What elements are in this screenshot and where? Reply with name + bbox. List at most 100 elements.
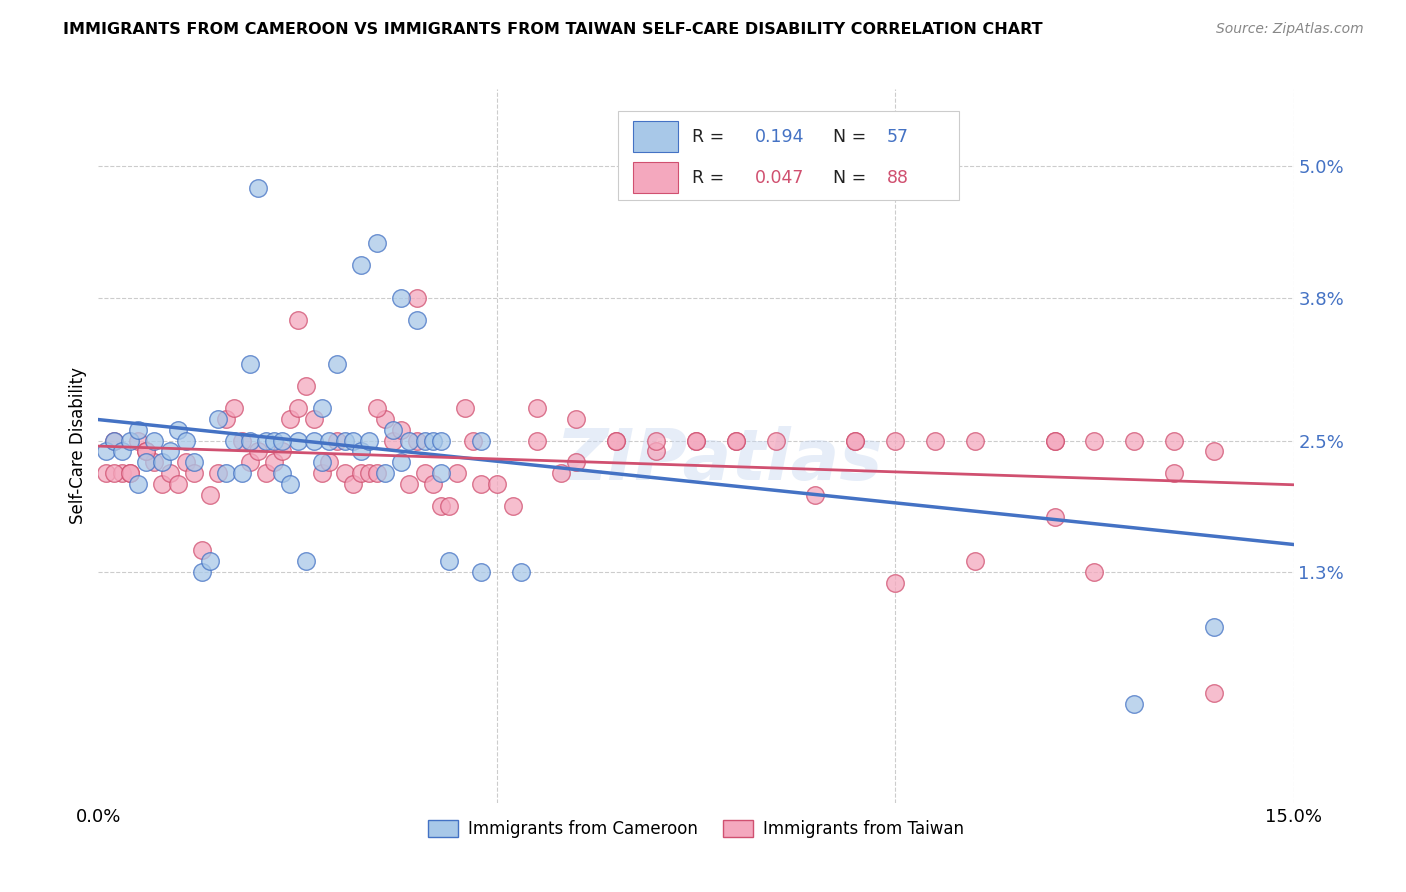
Point [263, 434, 285, 448]
Point [278, 477, 301, 491]
Point [437, 554, 460, 568]
Point [724, 434, 747, 448]
Point [174, 434, 197, 448]
Point [765, 159, 787, 173]
Point [406, 291, 429, 305]
Y-axis label: Self-Care Disability: Self-Care Disability [69, 368, 87, 524]
Point [231, 467, 253, 481]
Point [884, 434, 907, 448]
Point [1083, 566, 1105, 580]
Point [685, 434, 707, 448]
Point [183, 455, 205, 469]
Point [302, 411, 325, 425]
Point [318, 434, 340, 448]
Point [1043, 510, 1066, 524]
Point [239, 357, 262, 371]
Text: 0.194: 0.194 [755, 128, 804, 146]
Point [389, 291, 412, 305]
Point [605, 434, 627, 448]
Point [335, 434, 357, 448]
Point [127, 477, 149, 491]
Point [526, 401, 548, 415]
Point [724, 434, 747, 448]
Point [382, 423, 405, 437]
Point [215, 411, 238, 425]
Point [254, 434, 277, 448]
Point [645, 444, 668, 458]
Point [526, 434, 548, 448]
Point [135, 444, 157, 458]
Point [359, 467, 381, 481]
Point [374, 467, 396, 481]
Point [565, 455, 588, 469]
Point [430, 467, 453, 481]
Point [963, 434, 986, 448]
Point [127, 434, 149, 448]
Point [335, 467, 357, 481]
Point [318, 455, 340, 469]
Point [470, 434, 492, 448]
Point [191, 543, 214, 558]
FancyBboxPatch shape [633, 121, 678, 152]
Point [1123, 697, 1146, 711]
Point [120, 467, 142, 481]
Point [103, 434, 125, 448]
Point [509, 566, 531, 580]
Point [111, 444, 134, 458]
Point [685, 434, 707, 448]
Point [207, 411, 229, 425]
Point [287, 401, 309, 415]
Point [198, 488, 221, 502]
Point [135, 455, 157, 469]
Point [326, 434, 349, 448]
Point [254, 467, 277, 481]
Point [1123, 434, 1146, 448]
Text: R =: R = [692, 128, 730, 146]
Point [270, 434, 292, 448]
Point [135, 444, 157, 458]
Point [120, 467, 142, 481]
Text: IMMIGRANTS FROM CAMEROON VS IMMIGRANTS FROM TAIWAN SELF-CARE DISABILITY CORRELAT: IMMIGRANTS FROM CAMEROON VS IMMIGRANTS F… [63, 22, 1043, 37]
Point [924, 434, 946, 448]
Point [342, 477, 364, 491]
Point [207, 467, 229, 481]
Point [422, 477, 444, 491]
Point [430, 500, 453, 514]
Point [183, 467, 205, 481]
FancyBboxPatch shape [619, 111, 959, 200]
Point [311, 401, 333, 415]
Point [287, 434, 309, 448]
Point [302, 434, 325, 448]
Point [246, 181, 269, 195]
Point [222, 401, 245, 415]
Point [326, 357, 349, 371]
Point [406, 312, 429, 326]
Point [406, 434, 429, 448]
Point [565, 411, 588, 425]
Point [167, 477, 190, 491]
Point [96, 467, 118, 481]
Text: N =: N = [834, 128, 872, 146]
Point [470, 477, 492, 491]
Point [103, 467, 125, 481]
Point [215, 467, 238, 481]
Point [120, 434, 142, 448]
Point [430, 434, 453, 448]
Point [167, 423, 190, 437]
Point [239, 455, 262, 469]
Point [311, 455, 333, 469]
Point [1043, 434, 1066, 448]
Point [350, 467, 373, 481]
Point [485, 477, 508, 491]
Point [470, 566, 492, 580]
Point [143, 434, 166, 448]
Text: 88: 88 [887, 169, 910, 187]
Point [174, 455, 197, 469]
Text: R =: R = [692, 169, 730, 187]
Point [437, 500, 460, 514]
Point [1163, 434, 1185, 448]
Point [159, 444, 181, 458]
Point [366, 467, 388, 481]
Point [198, 554, 221, 568]
Point [150, 477, 173, 491]
